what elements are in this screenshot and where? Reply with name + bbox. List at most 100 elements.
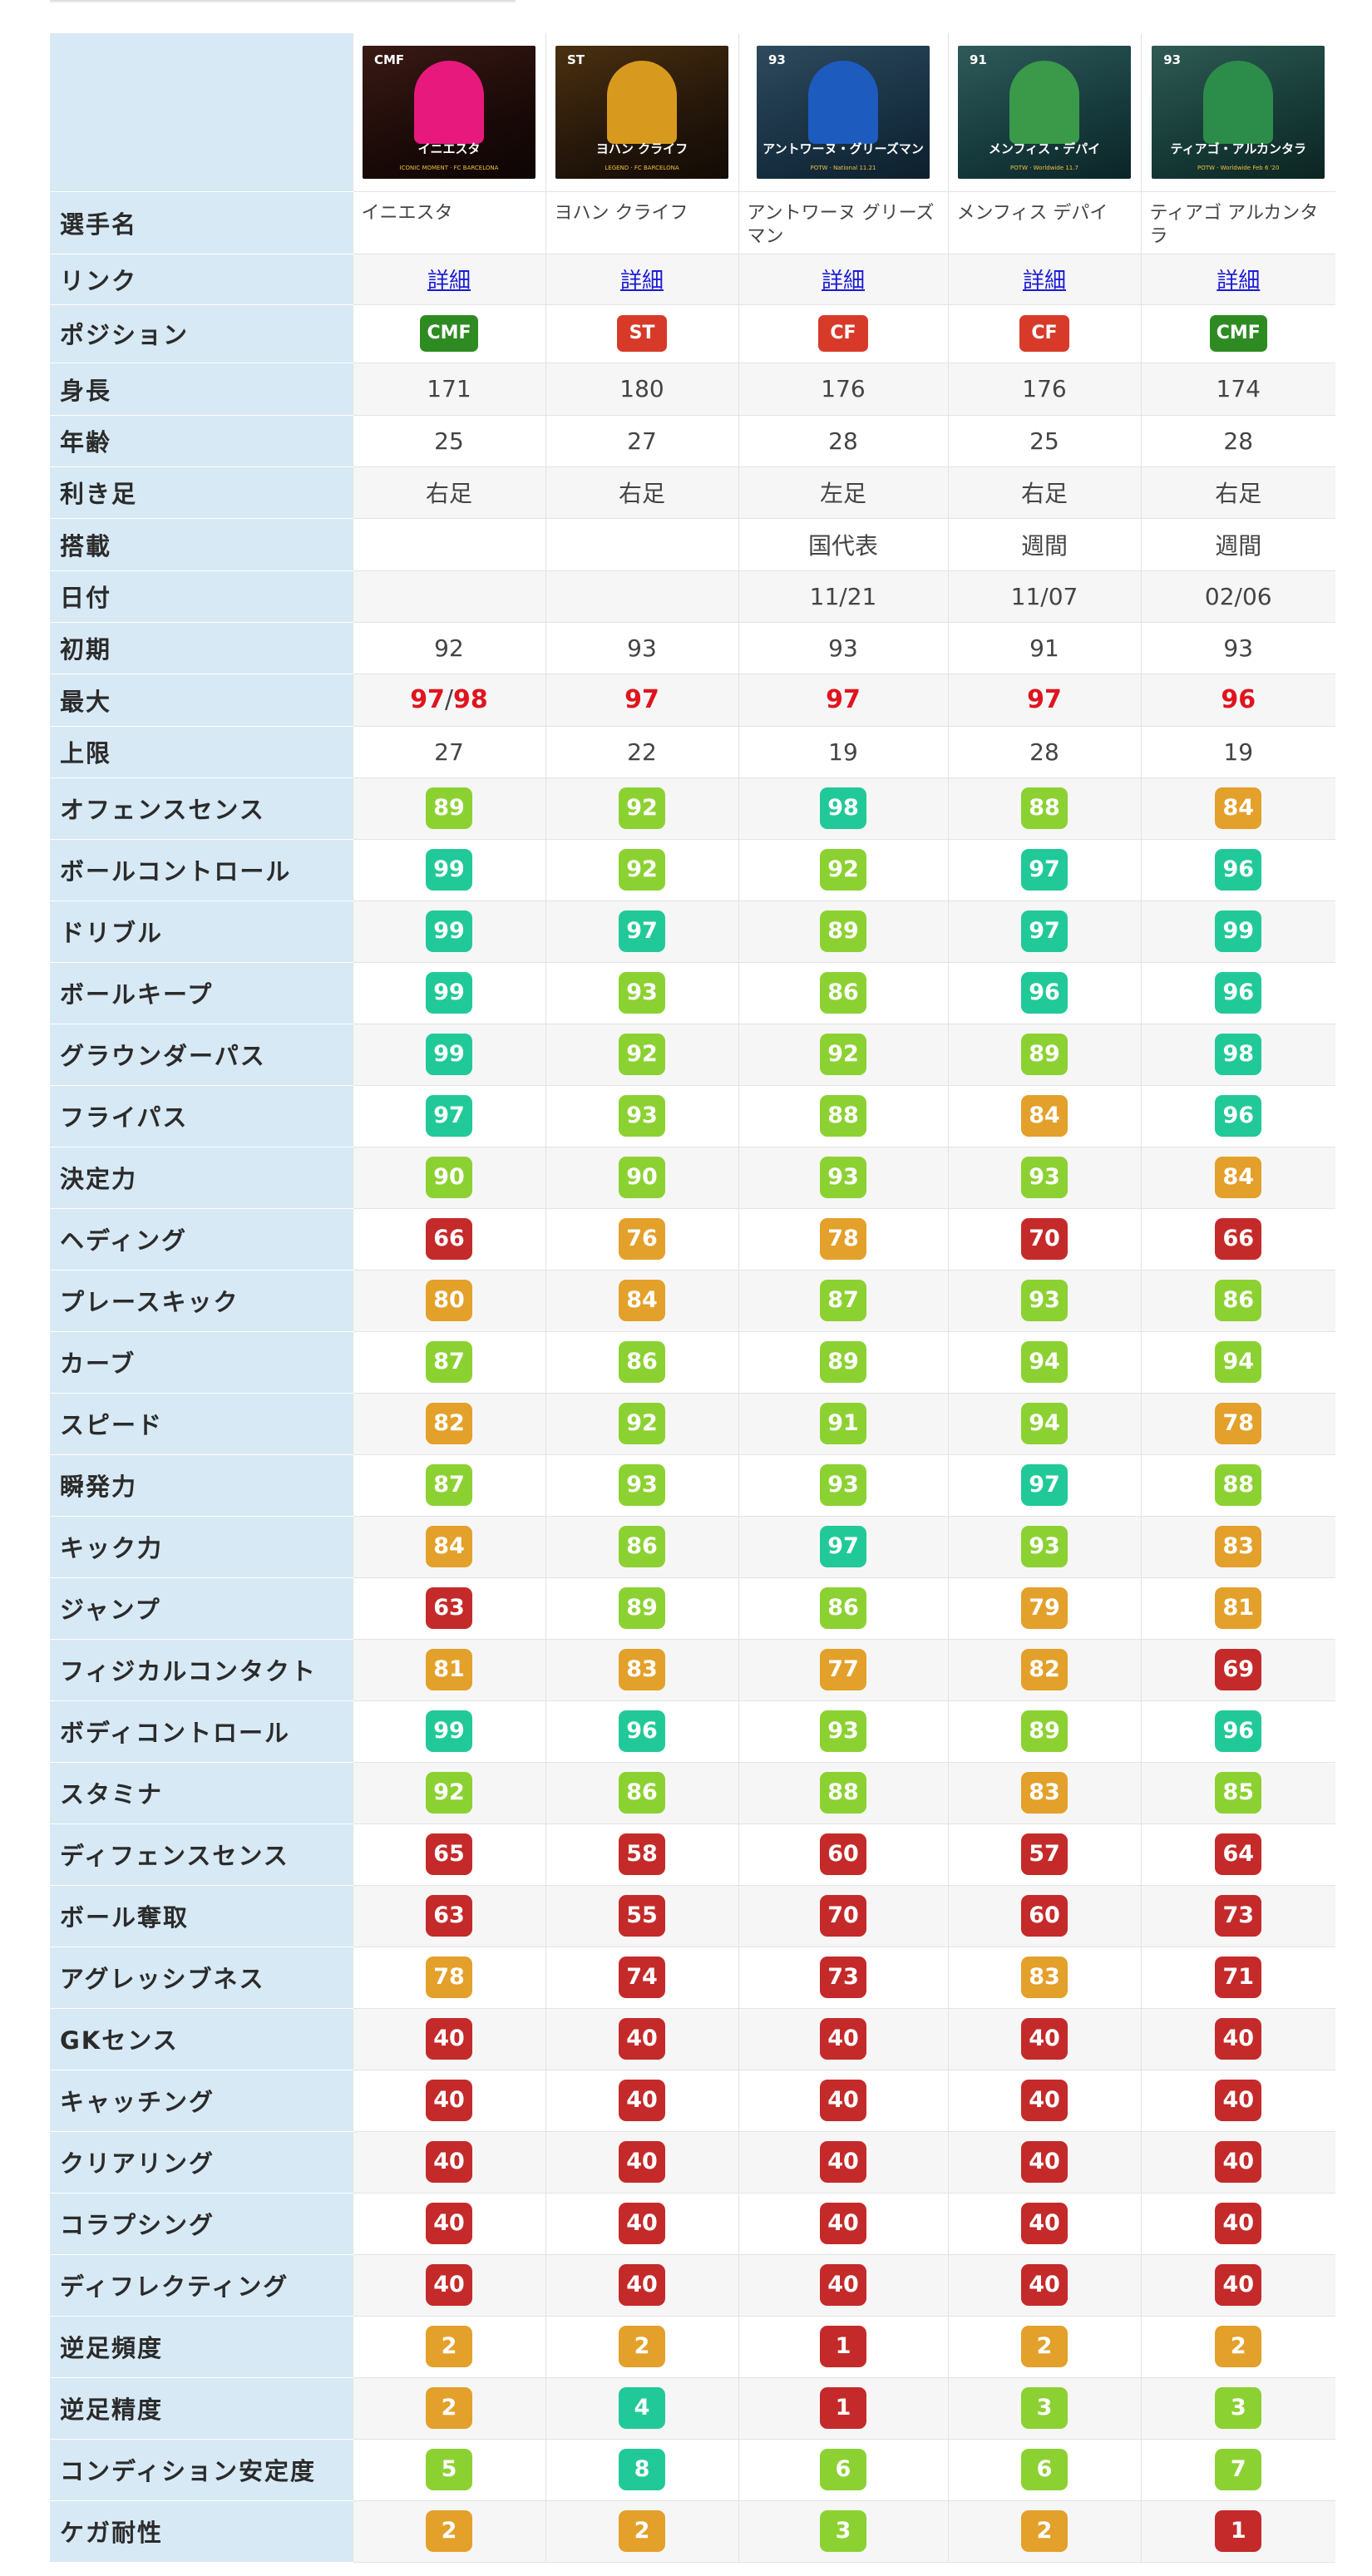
stat-badge: 97 bbox=[1021, 910, 1068, 952]
stat-cell: 78 bbox=[1140, 1393, 1335, 1455]
stat-cell: 5 bbox=[352, 2439, 545, 2501]
stat-cell: 88 bbox=[738, 1762, 948, 1824]
stat-label: 逆足頻度 bbox=[50, 2316, 353, 2378]
detail-link[interactable]: 詳細 bbox=[821, 269, 865, 294]
stat-badge: 1 bbox=[820, 2326, 866, 2367]
stat-badge: 83 bbox=[619, 1649, 665, 1690]
value-max: 97 bbox=[738, 674, 948, 727]
stat-badge: 89 bbox=[820, 910, 866, 952]
stat-cell: 40 bbox=[352, 2131, 545, 2194]
stat-badge: 71 bbox=[1215, 1957, 1262, 1998]
stat-label: ケガ耐性 bbox=[50, 2500, 353, 2563]
player-card-image[interactable]: CMF イニエスタ ICONIC MOMENT · FC BARCELONA bbox=[363, 45, 535, 179]
detail-link[interactable]: 詳細 bbox=[619, 269, 664, 294]
max-separator: / bbox=[444, 685, 454, 714]
stat-badge: 97 bbox=[820, 1526, 866, 1567]
stat-badge: 99 bbox=[426, 972, 472, 1014]
value-feature bbox=[352, 518, 545, 571]
stat-badge: 80 bbox=[426, 1280, 472, 1321]
value-date bbox=[545, 570, 738, 623]
stat-cell: 40 bbox=[947, 2254, 1141, 2317]
stat-badge: 94 bbox=[1215, 1341, 1262, 1383]
stat-cell: 99 bbox=[352, 962, 545, 1024]
value-initial: 93 bbox=[545, 622, 738, 674]
stat-badge: 2 bbox=[1215, 2326, 1262, 2367]
stat-cell: 84 bbox=[947, 1085, 1141, 1147]
stat-cell: 89 bbox=[738, 901, 948, 963]
stat-cell: 83 bbox=[947, 1947, 1141, 2009]
position-cell: CMF bbox=[1140, 304, 1335, 363]
value-foot: 右足 bbox=[947, 466, 1141, 519]
player-card-image[interactable]: ST ヨハン クライフ LEGEND · FC BARCELONA bbox=[555, 45, 728, 179]
stat-badge: 40 bbox=[426, 2203, 472, 2244]
position-cell: CF bbox=[947, 304, 1141, 363]
stat-cell: 93 bbox=[947, 1270, 1141, 1332]
detail-link[interactable]: 詳細 bbox=[1022, 269, 1066, 294]
stat-cell: 63 bbox=[352, 1577, 545, 1640]
stat-cell: 93 bbox=[545, 1454, 738, 1517]
stat-label: コラプシング bbox=[50, 2193, 353, 2255]
stat-cell: 88 bbox=[947, 777, 1141, 840]
stat-badge: 93 bbox=[619, 1095, 665, 1137]
stat-badge: 40 bbox=[1215, 2018, 1262, 2060]
stat-badge: 84 bbox=[426, 1526, 472, 1567]
stat-badge: 99 bbox=[426, 1710, 472, 1752]
player-card-image[interactable]: 93 アントワーヌ・グリーズマン POTW · National 11.21 bbox=[757, 45, 930, 179]
stat-badge: 87 bbox=[426, 1464, 472, 1506]
stat-badge: 86 bbox=[1215, 1280, 1262, 1321]
stat-cell: 86 bbox=[1140, 1270, 1335, 1332]
stat-cell: 99 bbox=[352, 1024, 545, 1086]
stat-cell: 99 bbox=[352, 839, 545, 901]
stat-badge: 86 bbox=[820, 1587, 866, 1629]
value-max: 97/98 bbox=[352, 674, 545, 727]
stat-badge: 40 bbox=[619, 2018, 665, 2060]
stat-cell: 2 bbox=[1140, 2316, 1335, 2378]
stat-cell: 93 bbox=[947, 1516, 1141, 1578]
stat-label: GKセンス bbox=[50, 2008, 353, 2070]
stat-label: 逆足精度 bbox=[50, 2377, 353, 2440]
value-limit: 28 bbox=[947, 726, 1141, 778]
detail-link[interactable]: 詳細 bbox=[427, 269, 471, 294]
stat-cell: 40 bbox=[947, 2008, 1141, 2070]
stat-cell: 89 bbox=[947, 1024, 1141, 1086]
stat-cell: 97 bbox=[545, 901, 738, 963]
value-height: 176 bbox=[738, 363, 948, 416]
row-label-link: リンク bbox=[50, 254, 353, 305]
player-card-image[interactable]: 93 ティアゴ・アルカンタラ POTW · Worldwide Feb 6 '20 bbox=[1152, 45, 1325, 179]
stat-badge: 66 bbox=[1215, 1218, 1262, 1260]
value-height: 180 bbox=[545, 363, 738, 416]
stat-cell: 82 bbox=[352, 1393, 545, 1455]
stat-badge: 88 bbox=[1215, 1464, 1262, 1506]
stat-badge: 6 bbox=[1021, 2449, 1068, 2490]
stat-cell: 40 bbox=[352, 2254, 545, 2317]
value-foot: 右足 bbox=[545, 466, 738, 519]
stat-badge: 5 bbox=[426, 2449, 472, 2490]
detail-link-cell: 詳細 bbox=[947, 254, 1141, 305]
position-cell: CF bbox=[738, 304, 948, 363]
stat-cell: 78 bbox=[738, 1208, 948, 1271]
stat-badge: 81 bbox=[1215, 1587, 1262, 1629]
stat-badge: 40 bbox=[1215, 2141, 1262, 2183]
player-figure-icon bbox=[1009, 60, 1079, 144]
stat-badge: 92 bbox=[820, 849, 866, 891]
stat-badge: 82 bbox=[1021, 1649, 1068, 1690]
stat-label: ドリブル bbox=[50, 901, 353, 963]
stat-cell: 89 bbox=[545, 1577, 738, 1640]
stat-badge: 40 bbox=[619, 2080, 665, 2121]
position-cell: ST bbox=[545, 304, 738, 363]
stat-cell: 93 bbox=[738, 1700, 948, 1763]
stat-cell: 40 bbox=[947, 2070, 1141, 2132]
stat-cell: 63 bbox=[352, 1885, 545, 1947]
stat-badge: 87 bbox=[820, 1280, 866, 1321]
stat-label: カーブ bbox=[50, 1331, 353, 1394]
detail-link[interactable]: 詳細 bbox=[1217, 269, 1261, 294]
max-value: 97 bbox=[410, 685, 445, 714]
stat-cell: 81 bbox=[352, 1639, 545, 1701]
stat-cell: 40 bbox=[1140, 2193, 1335, 2255]
player-card-image[interactable]: 91 メンフィス・デパイ POTW · Worldwide 11.7 bbox=[958, 45, 1131, 179]
stat-badge: 40 bbox=[1021, 2018, 1068, 2060]
stat-label: ボールコントロール bbox=[50, 839, 353, 901]
stat-cell: 84 bbox=[545, 1270, 738, 1332]
max-value: 97 bbox=[826, 685, 861, 714]
player-name: ヨハン クライフ bbox=[545, 191, 738, 254]
